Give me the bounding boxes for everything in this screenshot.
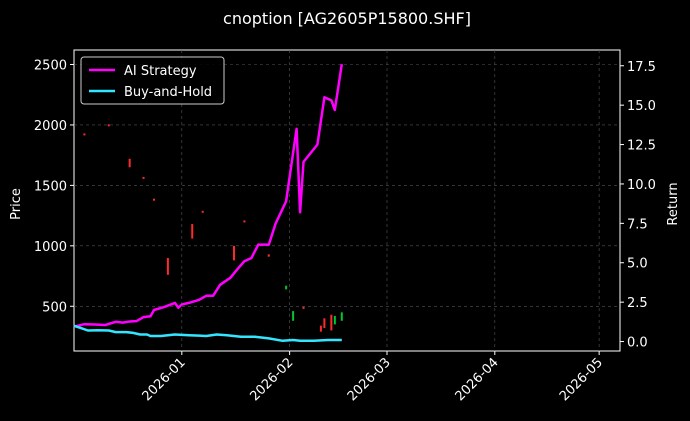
price-candle [142, 176, 145, 179]
y-axis-left-title: Price [9, 188, 24, 220]
plot-area [73, 49, 621, 352]
y-right-tick-label: 7.5 [627, 217, 648, 232]
price-candle [267, 254, 270, 257]
y-right-tick-label: 2.5 [627, 296, 648, 311]
axes: 2026-01 2026-02 2026-03 2026-04 2026-05 500 10… [34, 59, 656, 405]
y-right-tick-label: 0.0 [627, 336, 648, 351]
price-candle [107, 124, 110, 127]
y-left-tick-label: 2000 [34, 119, 67, 134]
legend-box [80, 56, 225, 105]
price-candle [232, 245, 235, 261]
price-candle [330, 314, 333, 331]
price-candle [302, 306, 305, 309]
price-candle [152, 198, 155, 201]
y-right-tick-label: 10.0 [627, 178, 656, 193]
price-candle [323, 318, 326, 329]
chart-title: cnoption [AG2605P15800.SHF] [223, 9, 471, 28]
price-candle [340, 312, 343, 321]
price-candle [243, 220, 246, 223]
y-left-tick-label: 1500 [34, 179, 67, 194]
series-line-buy-and-hold [73, 324, 342, 343]
y-left-tick-label: 500 [42, 300, 67, 315]
price-candle [166, 257, 169, 275]
grid [74, 50, 620, 351]
y-left-tick-label: 2500 [34, 59, 67, 74]
price-candle [285, 285, 288, 290]
price-candle [292, 311, 295, 321]
y-right-tick-label: 15.0 [627, 99, 656, 114]
series-line-ai-strategy [73, 64, 344, 328]
return-series [73, 64, 344, 343]
price-candles [83, 124, 343, 332]
price-candle [201, 210, 204, 213]
y-axis-right-title: Return [666, 182, 681, 225]
price-candle [128, 158, 131, 168]
x-tick-label: 2026-02 [247, 355, 296, 404]
y-right-tick-label: 12.5 [627, 139, 656, 154]
x-tick-label: 2026-05 [557, 355, 606, 404]
y-left-tick-label: 1000 [34, 240, 67, 255]
legend-label-ai-strategy: AI Strategy [124, 64, 197, 79]
price-candle [319, 325, 322, 332]
legend: AI Strategy Buy-and-Hold [80, 56, 225, 105]
price-candle [191, 224, 194, 239]
y-right-tick-label: 17.5 [627, 60, 656, 75]
x-tick-label: 2026-04 [453, 355, 502, 404]
x-tick-label: 2026-03 [345, 355, 394, 404]
price-candle [333, 315, 336, 325]
y-right-tick-label: 5.0 [627, 257, 648, 272]
legend-label-buy-and-hold: Buy-and-Hold [124, 85, 212, 100]
x-tick-label: 2026-01 [140, 355, 189, 404]
price-candle [83, 133, 86, 136]
